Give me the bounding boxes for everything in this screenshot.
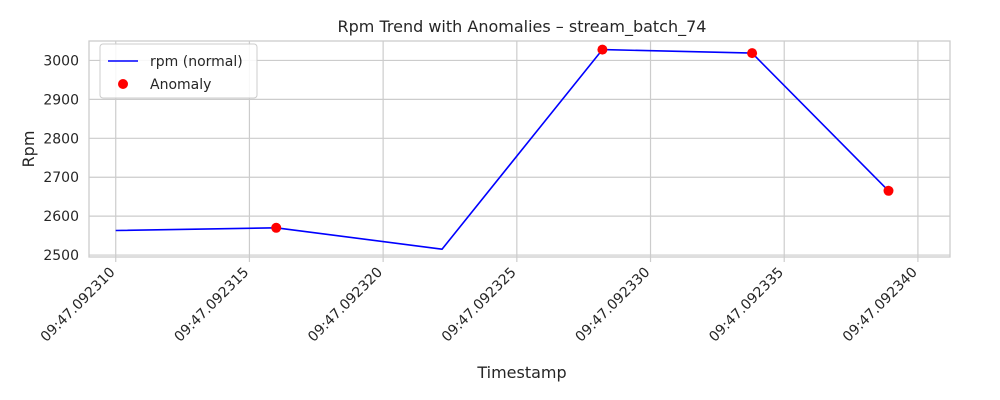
x-tick-label: 09:47.092315 bbox=[171, 265, 252, 346]
legend: rpm (normal) Anomaly bbox=[99, 43, 258, 99]
anomaly-point bbox=[883, 185, 894, 196]
legend-entry-normal: rpm (normal) bbox=[150, 54, 243, 70]
anomaly-point bbox=[597, 44, 608, 55]
x-axis-label: Timestamp bbox=[476, 363, 566, 382]
grid bbox=[89, 41, 950, 262]
anomaly-point bbox=[747, 48, 758, 59]
y-axis-label: Rpm bbox=[19, 131, 38, 168]
x-tick-label: 09:47.092325 bbox=[439, 265, 520, 346]
x-tick-label: 09:47.092340 bbox=[840, 265, 921, 346]
anomaly-point bbox=[271, 222, 282, 233]
y-tick-label: 2500 bbox=[43, 248, 79, 264]
y-tick-label: 2700 bbox=[43, 170, 79, 186]
legend-entry-anomaly: Anomaly bbox=[150, 77, 211, 93]
x-tick-label: 09:47.092335 bbox=[706, 265, 787, 346]
y-tick-label: 2600 bbox=[43, 209, 79, 225]
chart-title: Rpm Trend with Anomalies – stream_batch_… bbox=[338, 17, 707, 37]
x-tick-label: 09:47.092330 bbox=[573, 265, 654, 346]
y-tick-labels: 2500 2600 2700 2800 2900 3000 bbox=[43, 53, 79, 264]
x-tick-labels: 09:47.092310 09:47.092315 09:47.092320 09:4… bbox=[38, 265, 921, 346]
y-tick-label: 2900 bbox=[43, 92, 79, 108]
y-tick-label: 3000 bbox=[43, 53, 79, 69]
series-layer bbox=[115, 44, 894, 250]
y-tick-label: 2800 bbox=[43, 131, 79, 147]
plot-area-frame bbox=[88, 40, 951, 258]
legend-anomaly-swatch bbox=[118, 79, 128, 89]
rpm-normal-line bbox=[115, 48, 890, 250]
x-tick-label: 09:47.092310 bbox=[38, 265, 119, 346]
x-tick-label: 09:47.092320 bbox=[305, 265, 386, 346]
legend-box bbox=[99, 43, 258, 99]
